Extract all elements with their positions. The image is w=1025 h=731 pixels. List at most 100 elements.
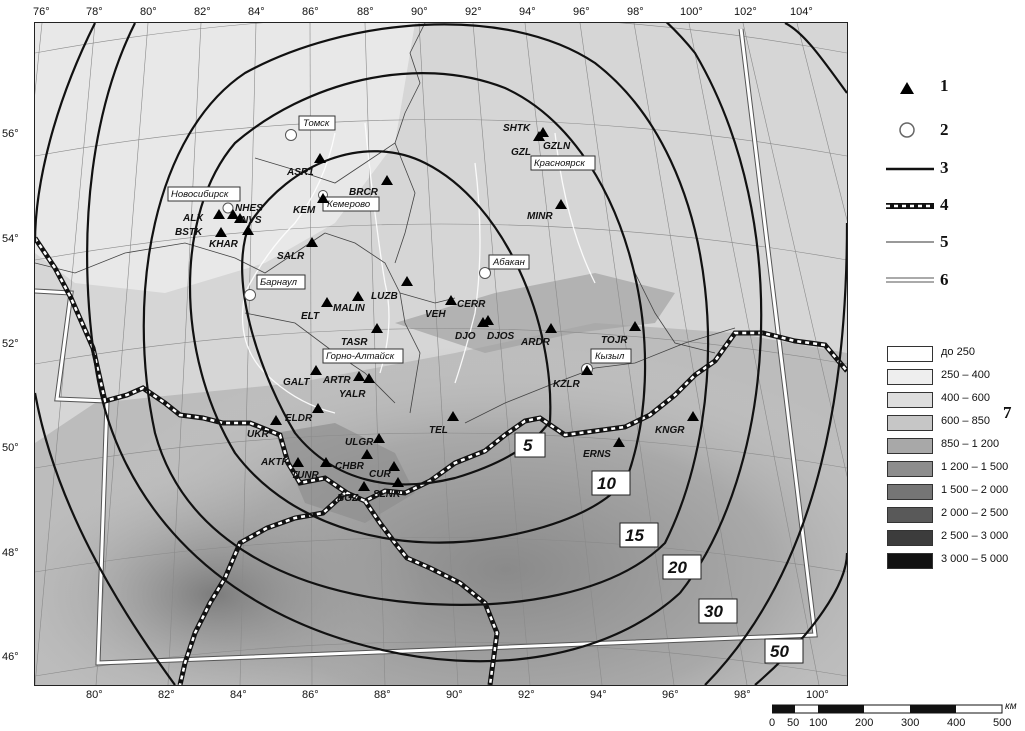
station-marker-alx[interactable] [213, 209, 225, 219]
station-marker-nhes[interactable] [227, 209, 239, 219]
top-tick: 96° [573, 6, 590, 18]
station-label-alx: ALX [182, 213, 204, 224]
station-label-erns: ERNS [583, 449, 611, 460]
city-marker-abakan[interactable] [479, 267, 491, 279]
top-tick: 102° [734, 6, 757, 18]
station-marker-kngr[interactable] [687, 411, 699, 421]
scale-bar-graphic [772, 704, 1003, 714]
station-marker-gzln[interactable] [533, 131, 545, 141]
station-marker-galt[interactable] [310, 365, 322, 375]
legend-item-6: 6 [940, 270, 949, 289]
city-label-barnaul: Барнаул [260, 277, 298, 288]
station-marker-chbr[interactable] [361, 449, 373, 459]
city-label-tomsk: Томск [303, 118, 330, 129]
station-marker-yalr[interactable] [363, 373, 375, 383]
station-label-aktk: AKTK [260, 457, 290, 468]
station-label-ardr: ARDR [520, 337, 551, 348]
station-marker-tel[interactable] [447, 411, 459, 421]
station-label-tojr: TOJR [601, 335, 628, 346]
city-label-abakan: Абакан [492, 257, 526, 268]
station-label-nvs: NVS [241, 215, 262, 226]
station-label-artr: ARTR [322, 375, 351, 386]
legend-item-5: 5 [940, 232, 949, 251]
station-label-bstk: BSTK [175, 227, 203, 238]
city-label-novosibirsk: Новосибирск [171, 189, 229, 200]
station-marker-elt[interactable] [321, 297, 333, 307]
station-marker-asr1[interactable] [314, 153, 326, 163]
bottom-tick: 88° [374, 689, 391, 701]
station-marker-kzlr[interactable] [581, 365, 593, 375]
station-marker-malin[interactable] [352, 291, 364, 301]
bottom-tick: 90° [446, 689, 463, 701]
bottom-tick: 82° [158, 689, 175, 701]
isoline-label-50: 50 [770, 642, 789, 661]
station-label-tasr: TASR [341, 337, 368, 348]
station-marker-brcr[interactable] [381, 175, 393, 185]
top-tick: 104° [790, 6, 813, 18]
legend-triangle-icon [900, 82, 914, 94]
station-marker-aktk[interactable] [292, 457, 304, 467]
scale-tick: 200 [855, 717, 874, 729]
station-marker-ulgr[interactable] [373, 433, 385, 443]
station-label-shtk: SHTK [503, 123, 531, 134]
station-label-slnr: SLNR [373, 489, 401, 500]
station-label-tel: TEL [429, 425, 448, 436]
city-marker-barnaul[interactable] [244, 289, 256, 301]
station-marker-nvs[interactable] [234, 213, 246, 223]
station-marker-slnr[interactable] [392, 477, 404, 487]
station-marker-veh[interactable] [445, 295, 457, 305]
stations [213, 127, 699, 491]
map-frame[interactable]: 5 10 15 20 30 50 Томск Красноярск Новоси… [34, 22, 848, 686]
scale-unit: км [1005, 701, 1017, 712]
station-marker-bgz[interactable] [358, 481, 370, 491]
station-marker-eldr[interactable] [312, 403, 324, 413]
station-label-djo: DJO [455, 331, 476, 342]
station-marker-tunr[interactable] [320, 457, 332, 467]
station-marker-erns[interactable] [613, 437, 625, 447]
scale-tick: 100 [809, 717, 828, 729]
station-marker-cur[interactable] [388, 461, 400, 471]
station-marker-salr[interactable] [306, 237, 318, 247]
station-marker-minr[interactable] [555, 199, 567, 209]
station-marker-ukr[interactable] [270, 415, 282, 425]
graticule [35, 23, 847, 685]
station-label-luzb: LUZB [371, 291, 398, 302]
station-marker-luzb[interactable] [401, 276, 413, 286]
bottom-tick: 92° [518, 689, 535, 701]
scale-tick: 500 [993, 717, 1012, 729]
station-label-ukr: UKR [247, 429, 269, 440]
top-tick: 100° [680, 6, 703, 18]
station-marker-artr[interactable] [353, 371, 365, 381]
station-marker-ardr[interactable] [545, 323, 557, 333]
city-marker-novosibirsk[interactable] [222, 202, 234, 214]
legend-circle-icon [899, 122, 915, 138]
city-marker-tomsk[interactable] [285, 129, 297, 141]
station-marker-tojr[interactable] [629, 321, 641, 331]
station-label-ulgr: ULGR [345, 437, 374, 448]
top-tick: 82° [194, 6, 211, 18]
station-marker-djos[interactable] [482, 315, 494, 325]
top-tick: 88° [357, 6, 374, 18]
station-label-khar: KHAR [209, 239, 239, 250]
station-marker-tasr[interactable] [371, 323, 383, 333]
station-marker-kem[interactable] [317, 193, 329, 203]
city-label-krasnoyarsk: Красноярск [534, 158, 585, 169]
station-marker-bstk[interactable] [215, 227, 227, 237]
isoline-labels: 5 10 15 20 30 50 [514, 432, 804, 664]
legend-item-1: 1 [940, 76, 949, 95]
legend-item-3: 3 [940, 158, 949, 177]
station-label-salr: SALR [277, 251, 305, 262]
top-tick: 84° [248, 6, 265, 18]
station-label-chbr: CHBR [335, 461, 365, 472]
regional-boundaries [35, 23, 736, 424]
scale-tick: 50 [787, 717, 800, 729]
top-tick: 86° [302, 6, 319, 18]
station-label-malin: MALIN [333, 303, 365, 314]
cities: Томск Красноярск Новосибирск Кемерово Аб… [167, 115, 632, 375]
station-label-gzl: GZL [511, 147, 531, 158]
station-label-cerr: CERR [457, 299, 486, 310]
left-tick: 50° [2, 442, 19, 454]
station-marker-khar[interactable] [242, 225, 254, 235]
map-canvas[interactable]: 5 10 15 20 30 50 Томск Красноярск Новоси… [35, 23, 847, 685]
station-label-yalr: YALR [339, 389, 366, 400]
